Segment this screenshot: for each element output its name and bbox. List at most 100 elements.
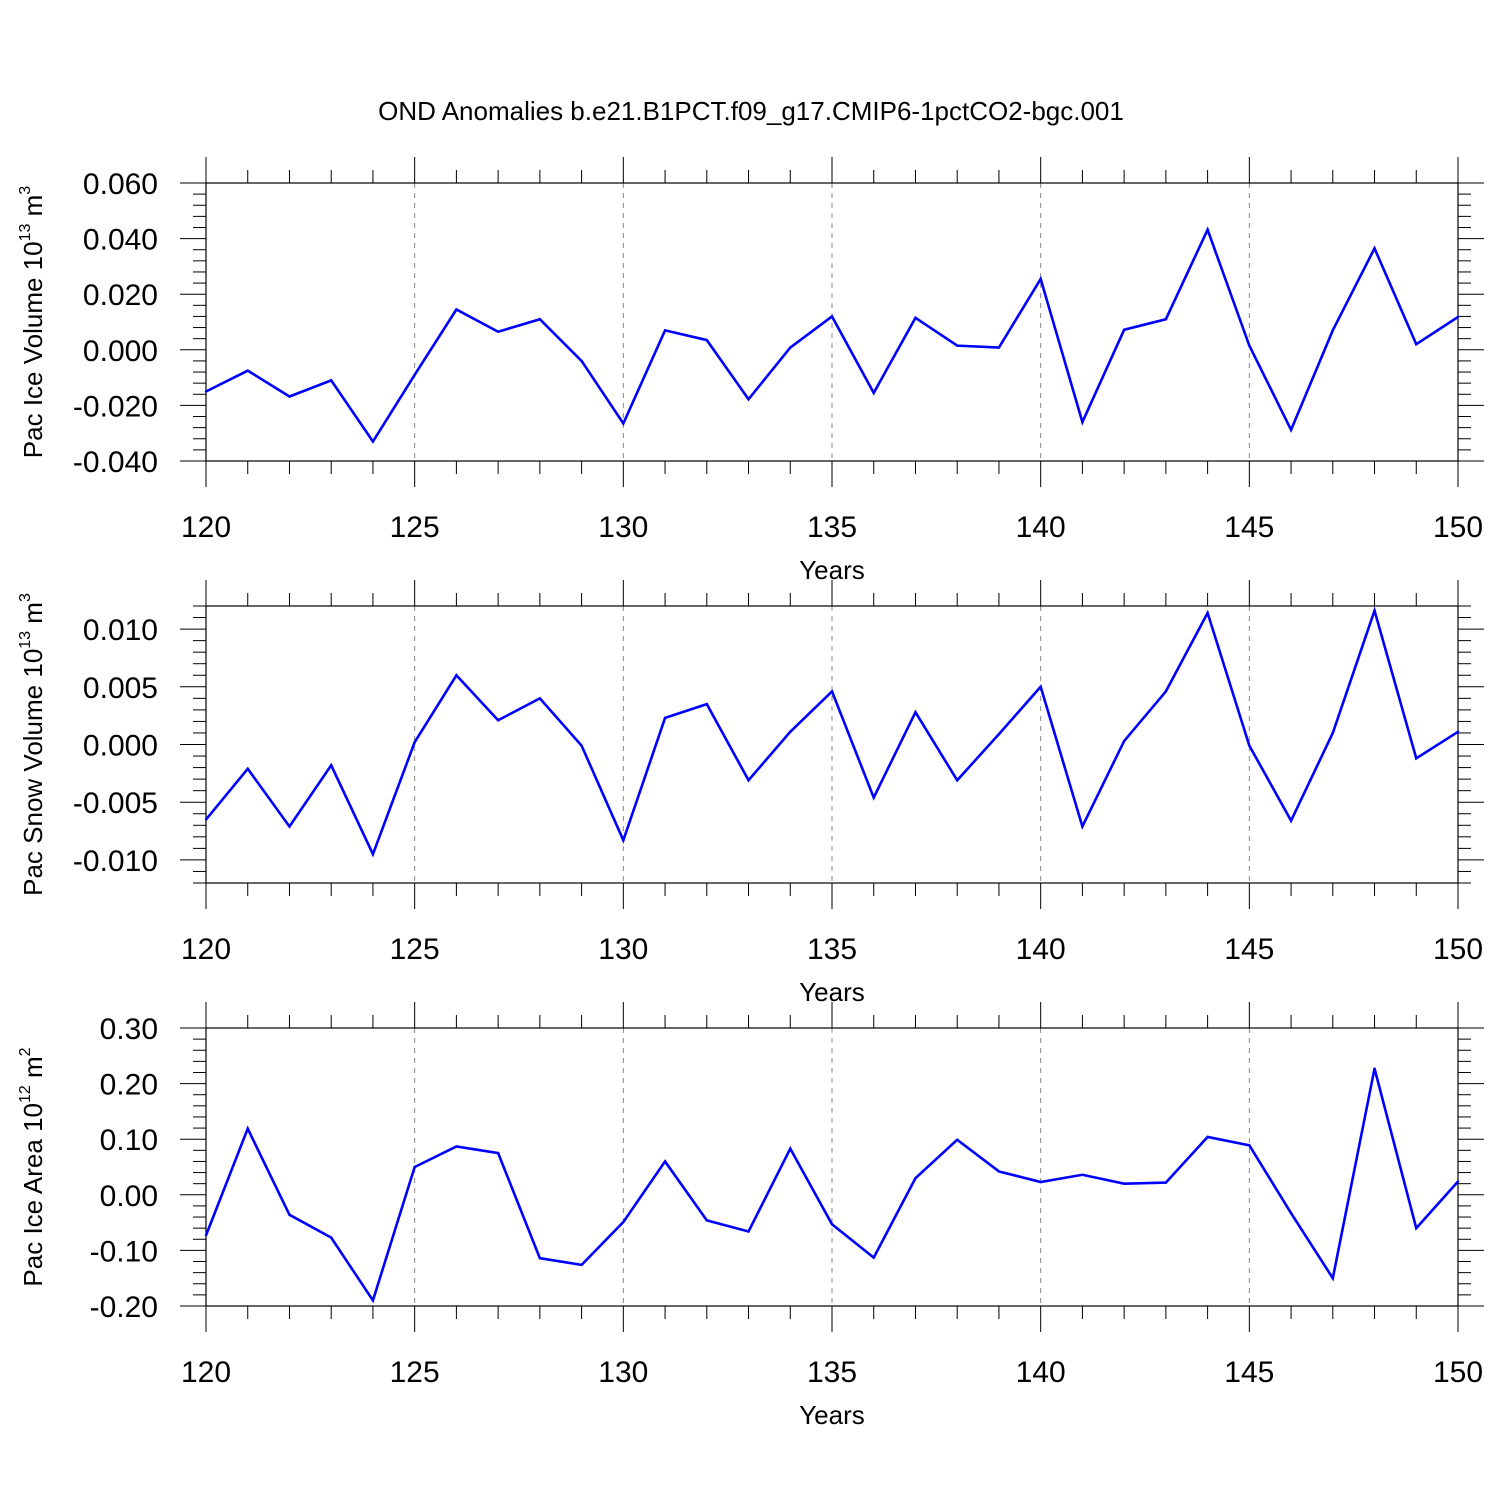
chart-panel-1: 120 125 130 135 140 145 150 -0.040 -0.020 0.000 0.… xyxy=(17,157,1484,585)
y-tick-label: -0.020 xyxy=(73,390,158,423)
x-tick-label: 125 xyxy=(390,1356,440,1389)
data-point xyxy=(330,379,333,382)
y-tick-label: 0.020 xyxy=(83,279,158,312)
data-point xyxy=(1081,420,1084,424)
data-point xyxy=(1415,343,1418,346)
data-point xyxy=(1289,428,1293,432)
data-point xyxy=(1122,1182,1126,1185)
data-point xyxy=(1456,730,1460,734)
data-point xyxy=(663,329,667,332)
x-axis-label: Years xyxy=(799,1400,865,1430)
data-point xyxy=(872,391,875,395)
data-point xyxy=(747,779,750,782)
data-point xyxy=(1373,247,1376,250)
data-point xyxy=(789,730,792,734)
data-point xyxy=(1206,228,1209,231)
data-point xyxy=(1373,1067,1376,1070)
data-point xyxy=(455,308,458,311)
x-tick-label: 145 xyxy=(1224,511,1274,544)
x-tick-label: 145 xyxy=(1224,1356,1274,1389)
data-point xyxy=(830,690,834,693)
data-point xyxy=(288,395,291,398)
data-point xyxy=(789,346,792,349)
data-point xyxy=(705,1219,708,1222)
chart-title: OND Anomalies b.e21.B1PCT.f09_g17.CMIP6-… xyxy=(378,96,1124,126)
y-tick-label: -0.10 xyxy=(90,1235,158,1268)
data-point xyxy=(1289,819,1293,822)
data-point xyxy=(413,740,416,744)
data-point xyxy=(1039,1180,1042,1184)
y-axis-label-part: Pac Ice Volume 10 xyxy=(18,241,48,458)
data-point xyxy=(747,1230,750,1233)
x-tick-label: 130 xyxy=(598,933,648,966)
data-point xyxy=(705,702,708,706)
data-point xyxy=(538,697,542,700)
x-tick-label: 130 xyxy=(598,1356,648,1389)
x-tick-label: 140 xyxy=(1016,1356,1066,1389)
y-tick-label: -0.010 xyxy=(73,845,158,878)
data-point xyxy=(1039,685,1042,688)
data-point xyxy=(1206,611,1209,615)
series-line xyxy=(204,1068,1459,1304)
x-tick-label: 120 xyxy=(181,933,231,966)
data-point xyxy=(830,315,834,318)
data-point xyxy=(538,318,542,321)
data-point xyxy=(997,732,1001,736)
y-axis-label: Pac Ice Area 1012 m2 xyxy=(17,1047,48,1286)
y-axis-label-part: m xyxy=(18,195,48,224)
data-point xyxy=(1331,731,1335,735)
x-tick-label: 135 xyxy=(807,933,857,966)
y-axis-label-superscript: 3 xyxy=(17,593,34,602)
data-point xyxy=(956,344,959,347)
data-point xyxy=(204,390,208,393)
x-tick-label: 150 xyxy=(1433,511,1483,544)
data-point xyxy=(1331,329,1335,332)
data-point xyxy=(914,710,917,714)
y-tick-label: 0.30 xyxy=(100,1013,158,1046)
y-axis-label-superscript: 3 xyxy=(17,186,34,195)
data-point xyxy=(997,346,1001,349)
y-tick-label: 0.060 xyxy=(83,168,158,201)
data-point xyxy=(663,716,667,720)
y-axis-label-part: m xyxy=(18,1056,48,1085)
data-point xyxy=(413,1165,416,1169)
y-tick-label: 0.000 xyxy=(83,335,158,368)
data-point xyxy=(1164,690,1168,693)
data-point xyxy=(1248,344,1251,347)
data-point xyxy=(1456,1180,1460,1183)
data-point xyxy=(288,1213,291,1217)
data-point xyxy=(580,359,583,363)
data-point xyxy=(1164,318,1168,321)
y-axis-label: Pac Ice Volume 1013 m3 xyxy=(17,186,48,459)
y-axis-label-part: Pac Snow Volume 10 xyxy=(18,649,48,896)
data-point xyxy=(246,1127,249,1130)
data-point xyxy=(997,1170,1001,1173)
y-tick-label: -0.20 xyxy=(90,1291,158,1324)
data-point xyxy=(580,744,583,747)
y-axis-label-part: m xyxy=(18,602,48,631)
y-axis-label-superscript: 12 xyxy=(17,1085,34,1103)
data-point xyxy=(1415,757,1418,760)
data-point xyxy=(371,852,375,856)
data-point xyxy=(872,796,875,799)
data-point xyxy=(747,398,750,401)
x-tick-label: 145 xyxy=(1224,933,1274,966)
y-axis-label-superscript: 13 xyxy=(17,631,34,649)
x-tick-label: 130 xyxy=(598,511,648,544)
y-tick-label: 0.005 xyxy=(83,672,158,705)
data-point xyxy=(455,674,458,677)
y-tick-label: -0.040 xyxy=(73,446,158,479)
x-tick-label: 120 xyxy=(181,511,231,544)
data-point xyxy=(1164,1181,1168,1184)
data-point xyxy=(496,330,500,333)
y-axis-label: Pac Snow Volume 1013 m3 xyxy=(17,593,48,896)
data-point xyxy=(371,1299,375,1302)
y-tick-label: -0.005 xyxy=(73,787,158,820)
x-tick-label: 125 xyxy=(390,933,440,966)
data-point xyxy=(204,818,208,821)
data-point xyxy=(1122,739,1126,743)
data-point xyxy=(1122,328,1126,331)
data-point xyxy=(789,1147,792,1150)
data-point xyxy=(413,373,416,377)
